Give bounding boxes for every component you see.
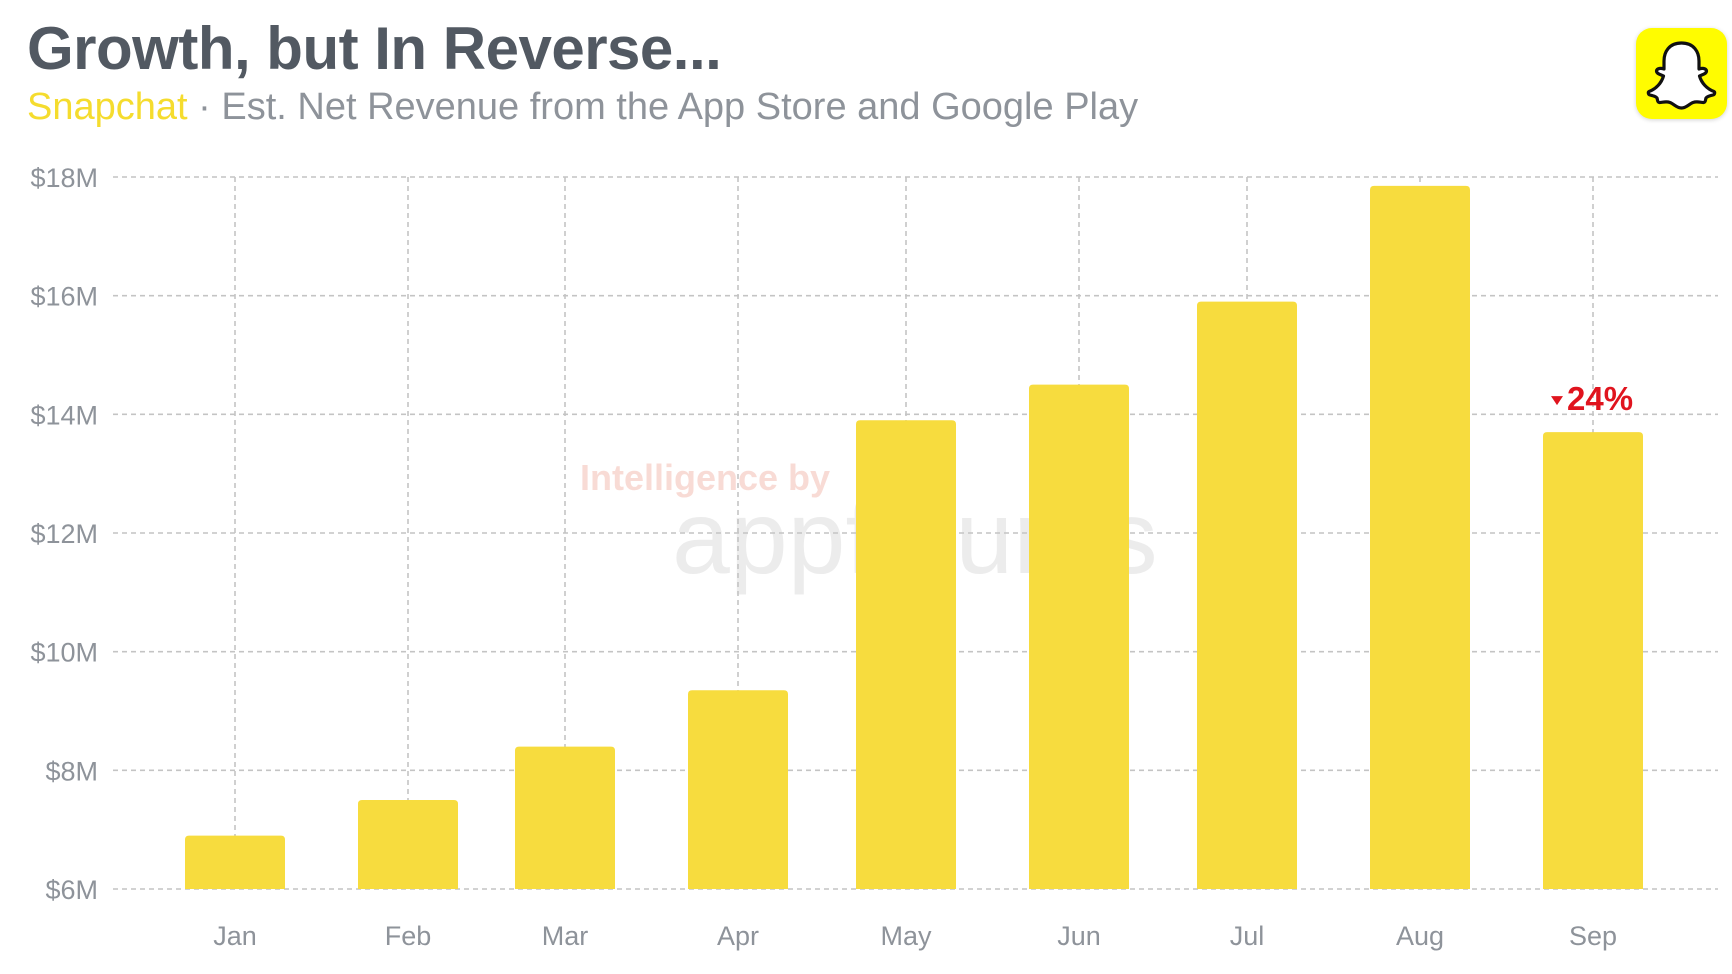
bar-mar — [515, 746, 615, 889]
x-tick-label: Jan — [213, 921, 257, 951]
bars — [185, 185, 1643, 890]
snapchat-ghost-icon — [1646, 41, 1717, 110]
x-tick-label: Aug — [1396, 921, 1444, 951]
watermark-intelligence-by: Intelligence by — [580, 457, 830, 498]
app-name: Snapchat — [27, 86, 188, 128]
chart-title: Growth, but In Reverse... — [27, 15, 722, 82]
bar-jan — [185, 835, 285, 889]
y-axis-labels: $6M $8M $10M $12M $14M $16M $18M — [30, 163, 98, 905]
y-tick-label: $8M — [45, 756, 98, 786]
chart-subtitle: Snapchat · Est. Net Revenue from the App… — [27, 86, 1138, 129]
decline-percent-label: 24% — [1567, 380, 1633, 417]
x-tick-label: Mar — [542, 921, 589, 951]
bar-jun — [1029, 384, 1129, 889]
bar-jul — [1197, 301, 1297, 890]
y-tick-label: $18M — [30, 163, 98, 193]
y-tick-label: $16M — [30, 282, 98, 312]
down-triangle-icon — [1551, 396, 1563, 406]
decline-annotation: 24% — [1551, 380, 1633, 417]
bar-apr — [688, 690, 788, 889]
x-tick-label: Jun — [1057, 921, 1101, 951]
x-axis-labels: Jan Feb Mar Apr May Jun Jul Aug Sep — [213, 921, 1617, 951]
x-tick-label: Sep — [1569, 921, 1617, 951]
x-tick-label: Jul — [1230, 921, 1265, 951]
subtitle-text: Est. Net Revenue from the App Store and … — [221, 86, 1139, 128]
subtitle-separator: · — [187, 86, 222, 128]
x-tick-label: Feb — [385, 921, 432, 951]
bar-feb — [358, 800, 458, 889]
y-tick-label: $6M — [45, 875, 98, 905]
bar-may — [856, 420, 956, 889]
bar-sep — [1543, 432, 1643, 889]
bar-aug — [1370, 185, 1470, 889]
x-tick-label: Apr — [717, 921, 759, 951]
x-tick-label: May — [880, 921, 932, 951]
y-tick-label: $12M — [30, 519, 98, 549]
snapchat-logo — [1636, 28, 1727, 119]
y-tick-label: $14M — [30, 400, 98, 430]
y-tick-label: $10M — [30, 638, 98, 668]
